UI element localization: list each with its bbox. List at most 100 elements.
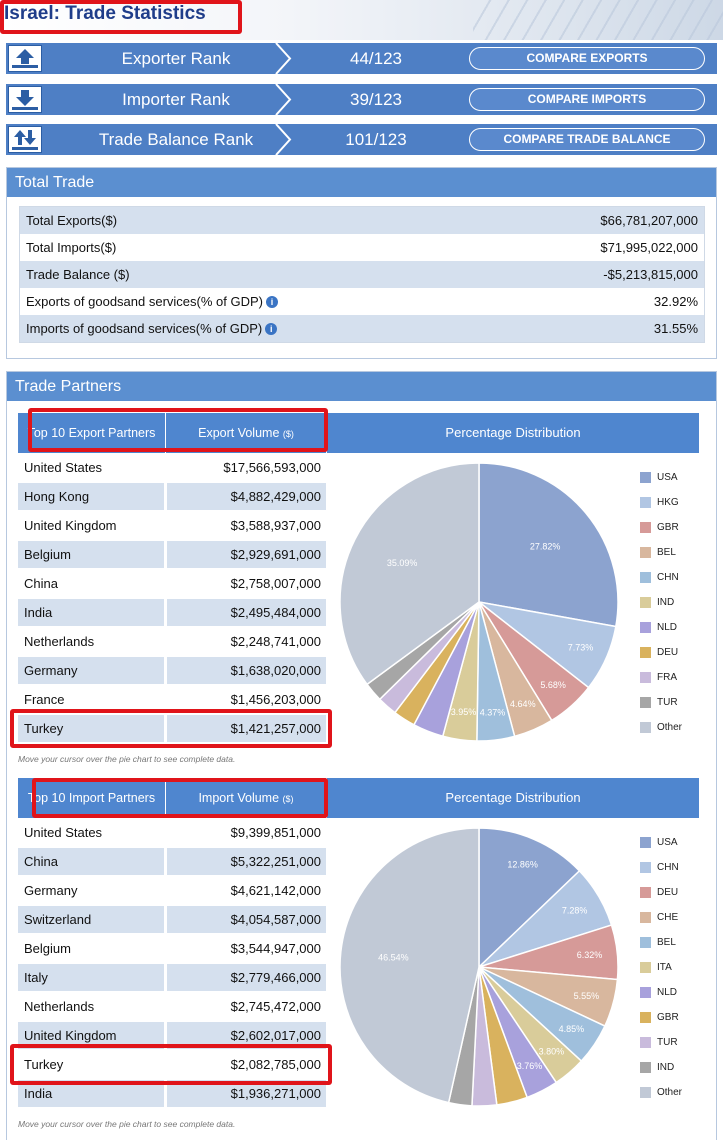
legend-swatch bbox=[640, 722, 651, 733]
partner-name: India bbox=[18, 599, 164, 626]
legend-label: CHN bbox=[657, 862, 679, 873]
page-header: Israel: Trade Statistics bbox=[0, 0, 723, 40]
pie-data-label: 12.86% bbox=[507, 860, 538, 870]
table-row: Turkey $1,421,257,000 bbox=[18, 715, 326, 744]
info-icon[interactable]: i bbox=[265, 323, 278, 335]
pie-data-label: 3.95% bbox=[451, 707, 477, 717]
compare-imports-button[interactable]: COMPARE IMPORTS bbox=[469, 88, 705, 111]
table-row: Netherlands $2,248,741,000 bbox=[18, 628, 326, 657]
table-row: Exports of goodsand services(% of GDP) i … bbox=[20, 288, 704, 315]
row-value: $71,995,022,000 bbox=[600, 240, 698, 255]
pie-data-label: 3.80% bbox=[539, 1046, 565, 1056]
legend-swatch bbox=[640, 1012, 651, 1023]
pie-data-label: 27.82% bbox=[530, 542, 561, 552]
partner-name: Belgium bbox=[18, 541, 164, 568]
export-partners-column-header: Top 10 Export Partners bbox=[27, 426, 156, 440]
partner-name: China bbox=[18, 848, 164, 875]
legend-label: Other bbox=[657, 1087, 683, 1098]
legend-swatch bbox=[640, 497, 651, 508]
legend-label: NLD bbox=[657, 987, 678, 998]
partner-name: Italy bbox=[18, 964, 164, 991]
pie-slice-usa[interactable] bbox=[478, 827, 581, 969]
legend-swatch bbox=[640, 622, 651, 633]
export-pie-chart[interactable]: 27.82% 7.73% 5.68% 4.64% 4.37%3.95% 35.09% bbox=[330, 458, 630, 748]
row-value: $66,781,207,000 bbox=[600, 213, 698, 228]
info-icon[interactable]: i bbox=[266, 296, 278, 308]
partner-name: France bbox=[18, 686, 164, 713]
legend-swatch bbox=[640, 522, 651, 533]
pie-data-label: 4.85% bbox=[559, 1024, 585, 1034]
partner-volume: $1,936,271,000 bbox=[167, 1080, 326, 1107]
pie-data-label: 46.54% bbox=[378, 953, 409, 963]
partner-volume: $3,588,937,000 bbox=[167, 512, 326, 539]
row-label: Trade Balance ($) bbox=[26, 267, 130, 282]
pie-slice-other[interactable] bbox=[339, 827, 480, 1104]
legend-label: BEL bbox=[657, 937, 676, 948]
table-row: France $1,456,203,000 bbox=[18, 686, 326, 715]
export-table-header: Top 10 Export Partners Export Volume ($) bbox=[18, 413, 326, 453]
legend-swatch bbox=[640, 1087, 651, 1098]
partner-name: Belgium bbox=[18, 935, 164, 962]
legend-label: TUR bbox=[657, 697, 678, 708]
partner-volume: $3,544,947,000 bbox=[167, 935, 326, 962]
partner-name: Netherlands bbox=[18, 993, 164, 1020]
compare-exports-button[interactable]: COMPARE EXPORTS bbox=[469, 47, 705, 70]
legend-label: IND bbox=[657, 597, 675, 608]
legend-label: FRA bbox=[657, 672, 677, 683]
partner-name: United Kingdom bbox=[18, 1022, 164, 1049]
table-row: United Kingdom $3,588,937,000 bbox=[18, 512, 326, 541]
partner-volume: $1,638,020,000 bbox=[167, 657, 326, 684]
legend-label: USA bbox=[657, 472, 678, 483]
table-row: India $1,936,271,000 bbox=[18, 1080, 326, 1109]
table-row: Switzerland $4,054,587,000 bbox=[18, 906, 326, 935]
table-row: United States $9,399,851,000 bbox=[18, 819, 326, 848]
partner-volume: $17,566,593,000 bbox=[167, 454, 326, 481]
partner-volume: $9,399,851,000 bbox=[167, 819, 326, 846]
legend-swatch bbox=[640, 697, 651, 708]
table-row: China $5,322,251,000 bbox=[18, 848, 326, 877]
export-partners-table: Top 10 Export Partners Export Volume ($)… bbox=[18, 413, 326, 744]
table-row: Total Imports($) $71,995,022,000 bbox=[20, 234, 704, 261]
pie-slice-usa[interactable] bbox=[478, 462, 619, 628]
legend-swatch bbox=[640, 887, 651, 898]
total-trade-heading: Total Trade bbox=[7, 168, 716, 197]
partner-volume: $2,082,785,000 bbox=[167, 1051, 326, 1078]
export-distribution-heading: Percentage Distribution bbox=[327, 413, 699, 453]
partner-volume: $4,054,587,000 bbox=[167, 906, 326, 933]
table-row: India $2,495,484,000 bbox=[18, 599, 326, 628]
chevron-right-icon bbox=[275, 124, 292, 155]
pie-data-label: 7.28% bbox=[562, 905, 588, 915]
pie-data-label: 4.64% bbox=[510, 699, 536, 709]
legend-swatch bbox=[640, 987, 651, 998]
export-volume-column-header: Export Volume ($) bbox=[198, 426, 294, 440]
partner-name: United States bbox=[18, 454, 164, 481]
table-row: Germany $1,638,020,000 bbox=[18, 657, 326, 686]
partner-volume: $5,322,251,000 bbox=[167, 848, 326, 875]
row-label: Total Imports($) bbox=[26, 240, 117, 255]
download-arrow-icon bbox=[8, 86, 42, 113]
legend-swatch bbox=[640, 837, 651, 848]
importer-rank-label: Importer Rank bbox=[122, 90, 230, 109]
row-value: 32.92% bbox=[653, 294, 698, 309]
importer-rank-bar: Importer Rank 39/123 COMPARE IMPORTS bbox=[6, 84, 717, 115]
legend-label: Other bbox=[657, 722, 683, 733]
chevron-right-icon bbox=[275, 43, 292, 74]
compare-trade-balance-button[interactable]: COMPARE TRADE BALANCE bbox=[469, 128, 705, 151]
table-row: China $2,758,007,000 bbox=[18, 570, 326, 599]
legend-swatch bbox=[640, 1062, 651, 1073]
import-pie-chart[interactable]: 12.86% 7.28% 6.32% 5.55% 4.85% 3.80% 3.76% 46.5… bbox=[330, 823, 630, 1113]
partner-volume: $1,456,203,000 bbox=[167, 686, 326, 713]
pie-slice-other[interactable] bbox=[339, 462, 480, 686]
legend-swatch bbox=[640, 862, 651, 873]
legend-label: HKG bbox=[657, 497, 679, 508]
table-row: Germany $4,621,142,000 bbox=[18, 877, 326, 906]
legend-swatch bbox=[640, 672, 651, 683]
partner-volume: $2,745,472,000 bbox=[167, 993, 326, 1020]
legend-swatch bbox=[640, 472, 651, 483]
legend-label: BEL bbox=[657, 547, 676, 558]
table-row: Netherlands $2,745,472,000 bbox=[18, 993, 326, 1022]
row-label: Exports of goodsand services(% of GDP) bbox=[26, 294, 263, 309]
row-label: Total Exports($) bbox=[26, 213, 118, 228]
table-row: United Kingdom $2,602,017,000 bbox=[18, 1022, 326, 1051]
import-distribution-heading: Percentage Distribution bbox=[327, 778, 699, 818]
